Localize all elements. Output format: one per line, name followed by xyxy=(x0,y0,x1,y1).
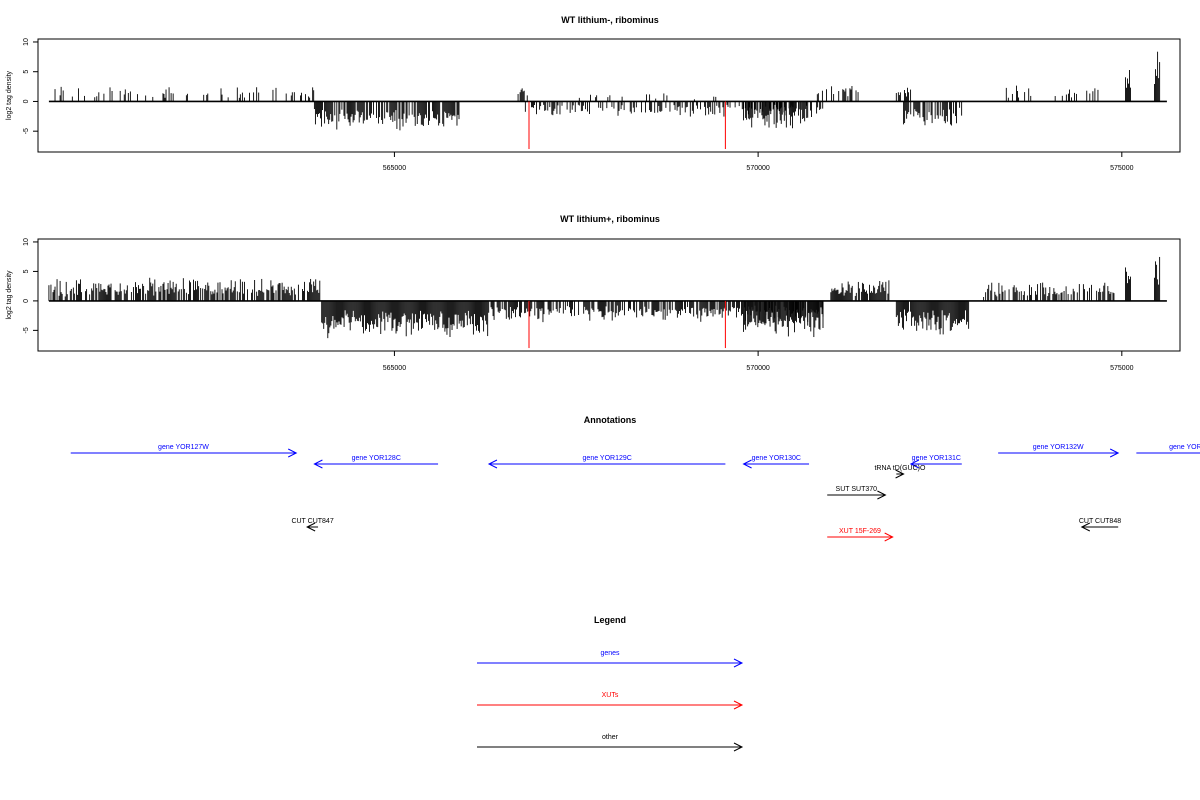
arrow-head xyxy=(306,522,316,532)
legend: Legend genes XUTs other xyxy=(477,615,744,752)
annotation-trna-td-guc-o: tRNA tD(GUC)O xyxy=(874,465,926,479)
annotation-sut-sut370: SUT SUT370 xyxy=(827,486,887,500)
x-tick-label: 565000 xyxy=(383,365,406,372)
annotation-gene-yor128c: gene YOR128C xyxy=(313,455,439,469)
legend-label: genes xyxy=(600,650,620,657)
y-tick-label: 5 xyxy=(23,70,30,74)
annotation-label: XUT 15F-269 xyxy=(839,528,881,535)
legend-label: other xyxy=(602,734,619,741)
bar-series xyxy=(48,256,1161,339)
chart-title: WT lithium+, ribominus xyxy=(560,214,660,224)
y-axis-label: log2 tag density xyxy=(6,270,13,320)
legend-title: Legend xyxy=(594,615,626,625)
arrow-head xyxy=(487,459,498,469)
plot-frame xyxy=(37,238,1181,352)
annotation-label: gene YOR128C xyxy=(352,455,401,462)
arrow-head xyxy=(1109,448,1120,458)
legend-item-genes: genes xyxy=(477,650,744,668)
y-tick-label: 5 xyxy=(23,269,30,273)
x-tick-label: 575000 xyxy=(1110,365,1133,372)
chart-panel-lithium-minus: WT lithium-, ribominus -5 0 5 10 log2 tag den… xyxy=(6,15,1181,172)
y-tick-label: 0 xyxy=(23,99,30,103)
legend-item-other: other xyxy=(477,734,744,752)
arrow-head xyxy=(733,742,744,752)
x-tick-label: 570000 xyxy=(746,165,769,172)
arrow-head xyxy=(742,459,752,469)
y-tick-label: 0 xyxy=(23,299,30,303)
annotation-xut-15f-269: XUT 15F-269 xyxy=(827,528,894,542)
x-tick-label: 570000 xyxy=(746,365,769,372)
y-tick-label: -5 xyxy=(23,128,30,134)
legend-label: XUTs xyxy=(602,692,619,699)
annotation-label: CUT CUT848 xyxy=(1079,518,1121,525)
y-axis-label: log2 tag density xyxy=(6,70,13,120)
arrow-head xyxy=(733,700,744,710)
arrow-head xyxy=(909,459,920,469)
arrow-head xyxy=(733,658,744,668)
y-tick-label: 10 xyxy=(23,38,30,46)
arrow-head xyxy=(313,459,323,469)
annotation-cut-cut848: CUT CUT848 xyxy=(1079,518,1121,532)
annotation-label: gene YOR132W xyxy=(1033,444,1084,451)
plot-frame xyxy=(37,38,1181,153)
bar-series xyxy=(54,51,1161,131)
annotation-gene-yor132w: gene YOR132W xyxy=(998,444,1120,458)
annotation-label: SUT SUT370 xyxy=(836,486,878,493)
x-tick-label: 565000 xyxy=(383,165,406,172)
annotation-label: tRNA tD(GUC)O xyxy=(874,465,926,472)
arrow-head xyxy=(884,532,894,542)
chart-title: WT lithium-, ribominus xyxy=(561,15,659,25)
annotation-gene-yor133w: gene YOR133W xyxy=(1136,444,1200,454)
y-tick-label: 10 xyxy=(23,238,30,246)
annotation-label: gene YOR127W xyxy=(158,444,209,451)
annotations-title: Annotations xyxy=(584,415,637,425)
annotation-label: CUT CUT847 xyxy=(291,518,333,525)
arrow-head xyxy=(1080,522,1091,532)
legend-item-xuts: XUTs xyxy=(477,692,744,710)
annotation-gene-yor129c: gene YOR129C xyxy=(487,455,726,469)
x-tick-label: 575000 xyxy=(1110,165,1133,172)
annotation-label: gene YOR131C xyxy=(912,455,961,462)
annotation-gene-yor131c: gene YOR131C xyxy=(909,455,962,469)
annotation-gene-yor130c: gene YOR130C xyxy=(742,455,810,469)
annotation-label: gene YOR133W xyxy=(1169,444,1200,451)
arrow-head xyxy=(877,490,887,500)
annotation-track: Annotations gene YOR127W gene YOR128C gene … xyxy=(70,415,1200,542)
arrow-head xyxy=(895,469,905,479)
y-tick-label: -5 xyxy=(23,327,30,333)
annotation-cut-cut847: CUT CUT847 xyxy=(291,518,334,532)
chart-panel-lithium-plus: WT lithium+, ribominus -5 0 5 10 log2 tag den… xyxy=(6,214,1181,372)
arrow-head xyxy=(287,448,298,458)
annotation-label: gene YOR129C xyxy=(583,455,632,462)
annotation-gene-yor127w: gene YOR127W xyxy=(70,444,298,458)
annotation-label: gene YOR130C xyxy=(752,455,801,462)
